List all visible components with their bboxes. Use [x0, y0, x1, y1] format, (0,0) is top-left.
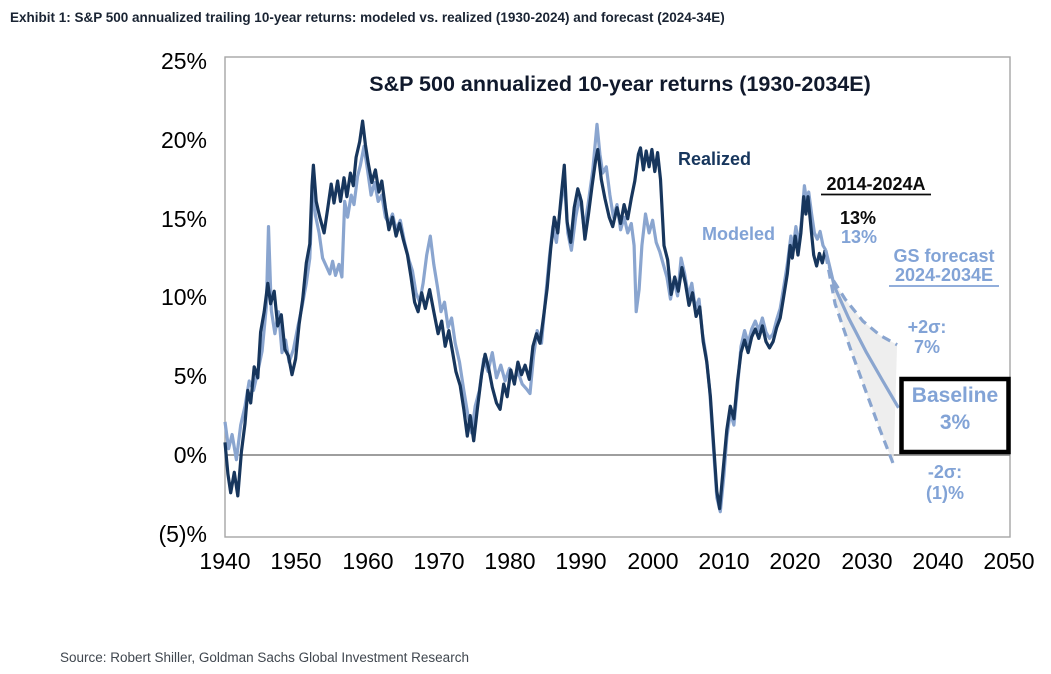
plot-area-border — [224, 56, 1011, 538]
minus2sigma-value: (1)% — [926, 483, 964, 503]
plus2sigma-value: 7% — [914, 337, 940, 357]
x-tick-2000: 2000 — [627, 548, 678, 574]
chart-title: S&P 500 annualized 10-year returns (1930… — [369, 72, 871, 96]
y-tick-20: 20% — [161, 127, 207, 153]
exhibit-title: Exhibit 1: S&P 500 annualized trailing 1… — [10, 10, 725, 25]
baseline-callout-box — [899, 376, 1011, 455]
baseline-value: 3% — [940, 411, 971, 434]
realized-series-label: Realized — [678, 149, 751, 169]
period-2014-2024-label: 2014-2024A — [826, 174, 925, 194]
x-tick-2040: 2040 — [912, 548, 963, 574]
modeled-13pct-label: 13% — [841, 227, 877, 247]
x-tick-1940: 1940 — [199, 548, 250, 574]
x-tick-1970: 1970 — [413, 548, 464, 574]
y-tick-10: 10% — [161, 284, 207, 310]
x-tick-2010: 2010 — [698, 548, 749, 574]
x-tick-1980: 1980 — [484, 548, 535, 574]
y-tick-0: 0% — [174, 442, 207, 468]
source-note: Source: Robert Shiller, Goldman Sachs Gl… — [60, 650, 469, 665]
plus2sigma-label: +2σ: — [908, 317, 947, 337]
gs-forecast-period-label: 2024-2034E — [895, 265, 993, 285]
realized-13pct-label: 13% — [840, 208, 876, 228]
modeled-series-label: Modeled — [702, 224, 775, 244]
gs-forecast-label: GS forecast — [893, 246, 994, 266]
x-tick-2050: 2050 — [983, 548, 1034, 574]
baseline-label: Baseline — [912, 384, 998, 407]
y-tick-25: 25% — [161, 48, 207, 74]
y-tick-5: 5% — [174, 363, 207, 389]
forecast-baseline-line — [824, 249, 900, 409]
x-tick-1990: 1990 — [555, 548, 606, 574]
minus2sigma-label: -2σ: — [928, 462, 962, 482]
x-tick-2030: 2030 — [841, 548, 892, 574]
x-tick-1950: 1950 — [270, 548, 321, 574]
x-tick-2020: 2020 — [769, 548, 820, 574]
realized-line — [223, 119, 827, 511]
y-tick-neg5: (5)% — [158, 521, 207, 547]
y-tick-15: 15% — [161, 206, 207, 232]
x-tick-1960: 1960 — [342, 548, 393, 574]
